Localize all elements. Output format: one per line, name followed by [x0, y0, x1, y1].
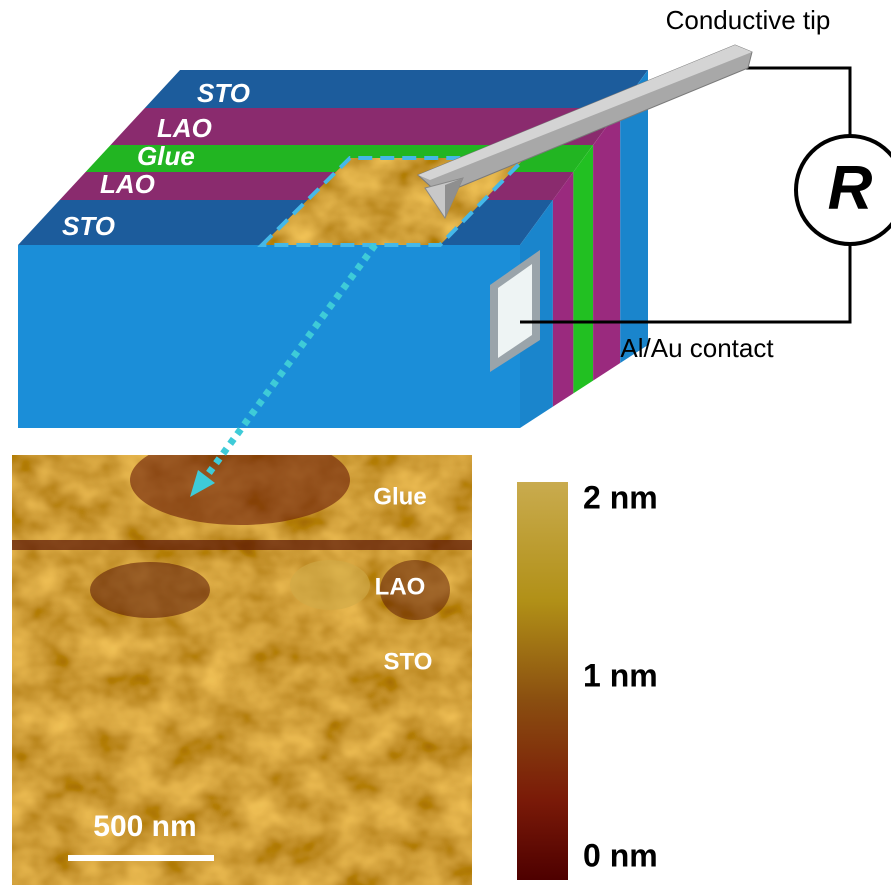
afm-label: LAO	[375, 573, 426, 600]
layer-side	[553, 172, 573, 407]
layer-label: LAO	[157, 113, 212, 143]
figure: R Conductive tip Al/Au contact STO LAO G…	[0, 0, 891, 885]
colorbar-label: 0 nm	[583, 837, 658, 873]
contact-label: Al/Au contact	[620, 333, 774, 363]
layer-label: STO	[62, 211, 115, 241]
tip-label: Conductive tip	[666, 5, 831, 35]
wire	[740, 68, 850, 135]
afm-label: Glue	[373, 483, 426, 510]
colorbar-label: 1 nm	[583, 657, 658, 693]
resistor-label: R	[828, 153, 873, 222]
scale-bar-label: 500 nm	[93, 810, 196, 843]
front-face	[18, 245, 520, 428]
layer-side	[593, 108, 620, 381]
colorbar	[517, 482, 568, 880]
layer-label: LAO	[100, 169, 155, 199]
layer-label: Glue	[137, 141, 195, 171]
colorbar-label: 2 nm	[583, 479, 658, 515]
afm-label: STO	[384, 648, 433, 675]
layer-side	[573, 145, 593, 393]
layer-label: STO	[197, 78, 250, 108]
